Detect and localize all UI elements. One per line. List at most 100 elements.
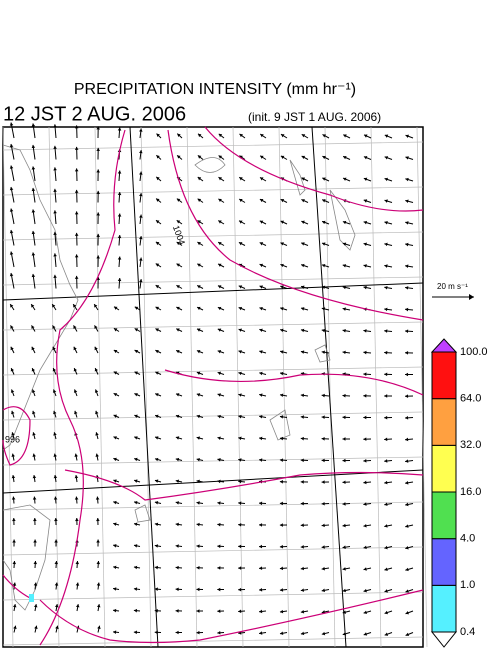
wind-vector <box>31 367 36 375</box>
vector-head <box>154 522 159 527</box>
wind-vector <box>300 458 309 463</box>
vector-head <box>363 588 367 593</box>
vector-head <box>155 436 159 440</box>
vector-head <box>196 522 200 527</box>
isobar <box>64 469 424 501</box>
vector-head <box>196 414 201 419</box>
wind-vector <box>322 177 330 182</box>
vector-head <box>280 371 284 376</box>
wind-vector <box>301 199 309 203</box>
wind-vector <box>259 155 267 160</box>
wind-vector <box>384 545 393 550</box>
wind-vector <box>196 371 204 375</box>
vector-head <box>155 285 160 289</box>
vector-head <box>117 277 122 282</box>
wind-vector <box>259 631 267 635</box>
vector-head <box>301 307 305 311</box>
wind-vector <box>217 393 225 397</box>
wind-vector <box>384 285 393 290</box>
wind-vector <box>259 350 267 354</box>
vector-head <box>53 210 57 214</box>
vector-head <box>53 274 57 278</box>
vector-head <box>139 214 143 218</box>
wind-vector <box>218 133 225 139</box>
wind-vector <box>363 437 372 441</box>
wind-vector <box>74 125 79 139</box>
vector-head <box>405 481 409 485</box>
vector-head <box>52 368 57 372</box>
colorbar-segment <box>431 398 457 446</box>
colorbar-label: 4.0 <box>460 533 475 545</box>
vector-head <box>321 263 326 268</box>
vector-head <box>259 436 263 441</box>
wind-vector <box>405 437 414 442</box>
vector-head <box>175 479 180 483</box>
wind-vector <box>154 608 162 613</box>
grid-line <box>2 366 424 376</box>
vector-head <box>34 625 38 630</box>
wind-vector <box>196 285 204 289</box>
wind-vector <box>10 389 15 397</box>
wind-vector <box>53 145 57 160</box>
wind-vector <box>31 209 36 225</box>
wind-vector <box>342 350 351 355</box>
vector-head <box>321 285 326 290</box>
vector-head <box>259 544 263 549</box>
vector-head <box>342 415 346 420</box>
wind-vector <box>74 275 79 289</box>
vector-head <box>363 480 367 485</box>
wind-vector <box>321 328 330 333</box>
wind-vector <box>54 604 59 612</box>
vector-head <box>54 582 59 586</box>
wind-vector <box>342 415 351 420</box>
vector-head <box>31 389 36 393</box>
vector-head <box>280 350 284 354</box>
wind-vector <box>342 155 351 160</box>
vector-head <box>75 518 79 522</box>
vector-head <box>113 630 117 634</box>
vector-head <box>259 393 263 397</box>
wind-vector <box>96 233 100 246</box>
wind-vector <box>112 630 120 634</box>
wind-vector <box>133 544 141 548</box>
wind-vector <box>217 414 225 419</box>
vector-head <box>154 565 158 570</box>
wind-vector <box>11 453 15 461</box>
wind-vector <box>156 154 162 160</box>
wind-vector <box>12 517 16 526</box>
wind-vector <box>13 625 17 633</box>
vector-head <box>280 328 284 333</box>
vector-head <box>176 198 181 202</box>
wind-vector <box>279 566 288 571</box>
vector-head <box>175 393 180 397</box>
wind-vector <box>175 501 183 505</box>
lon-line <box>129 126 159 648</box>
vector-head <box>32 432 36 436</box>
wind-vector <box>279 501 288 506</box>
vector-head <box>31 187 36 192</box>
vector-head <box>53 253 57 257</box>
vector-head <box>259 566 263 570</box>
vector-head <box>139 150 143 154</box>
island <box>134 504 151 523</box>
vector-head <box>196 544 200 548</box>
vector-head <box>53 475 58 479</box>
wind-vector <box>113 349 120 354</box>
wind-vector <box>384 567 393 571</box>
vector-head <box>96 518 100 522</box>
vector-head <box>321 545 325 549</box>
vector-head <box>405 372 409 377</box>
vector-head <box>196 393 201 397</box>
wind-vector <box>321 588 330 593</box>
vector-head <box>176 241 181 246</box>
wind-vector <box>196 565 204 570</box>
vector-head <box>384 480 388 485</box>
vector-head <box>10 389 15 393</box>
wind-vector <box>322 134 330 139</box>
wind-vector <box>117 256 122 268</box>
vector-head <box>342 588 346 593</box>
wind-vector <box>384 394 393 398</box>
wind-vector <box>300 307 309 311</box>
vector-head <box>74 475 79 479</box>
vector-head <box>280 134 285 138</box>
